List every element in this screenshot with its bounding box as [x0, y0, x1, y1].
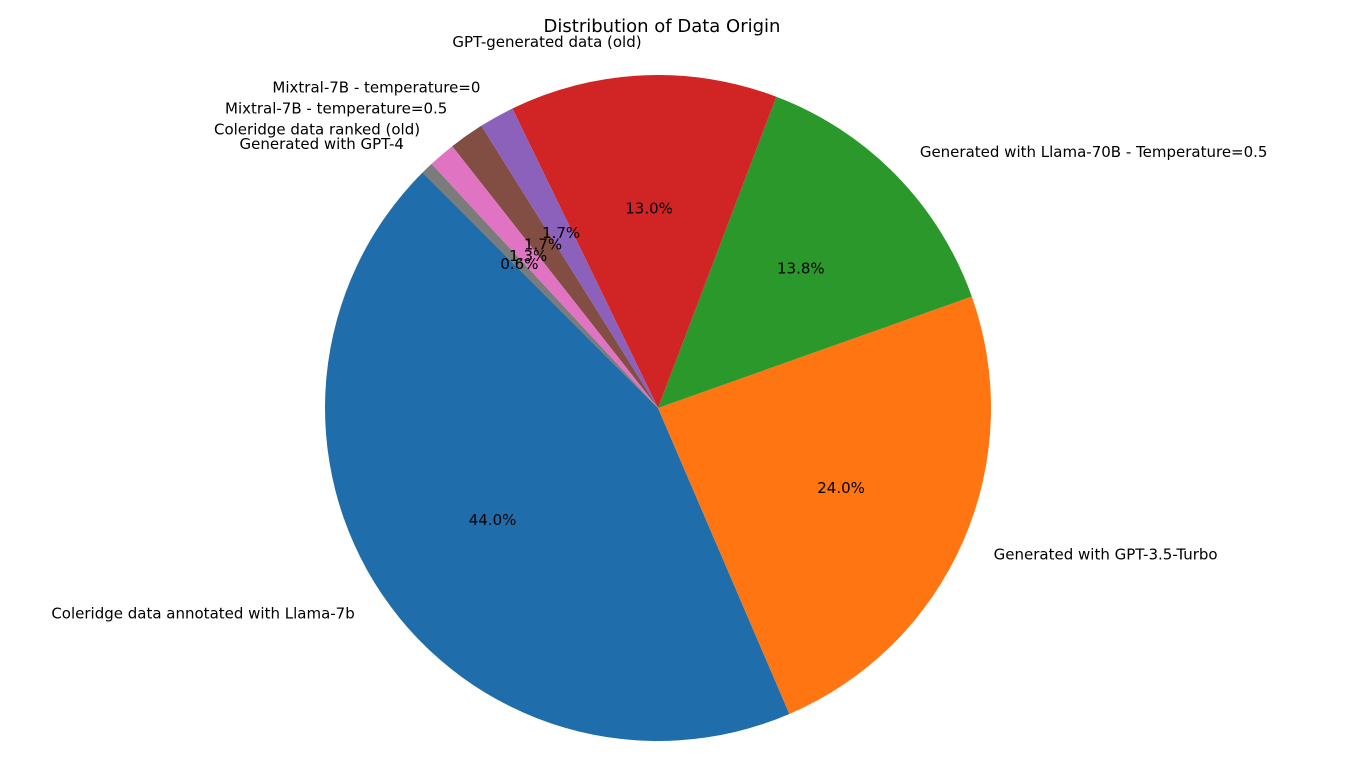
pie-slice [512, 74, 777, 408]
pie-slice [481, 108, 658, 408]
slice-label: Generated with GPT-3.5-Turbo [994, 546, 1218, 564]
slice-percent-label: 1.7% [524, 236, 562, 254]
slice-percent-label: 1.3% [509, 247, 547, 265]
slice-label: Mixtral-7B - temperature=0.5 [225, 99, 447, 117]
slice-percent-label: 13.8% [777, 259, 825, 277]
pie-slice [658, 296, 992, 714]
chart-title: Distribution of Data Origin [544, 16, 781, 37]
slice-percent-label: 44.0% [469, 511, 517, 529]
slice-percent-label: 13.0% [625, 199, 673, 217]
slice-label: Generated with GPT-4 [240, 135, 404, 153]
pie-slice [422, 163, 658, 408]
pie-slice [658, 96, 972, 409]
pie-slices [325, 74, 992, 741]
slice-percent-label: 24.0% [817, 479, 865, 497]
pie-slice [452, 125, 658, 408]
percent-labels: 44.0%24.0%13.8%13.0%1.7%1.7%1.3%0.6% [469, 199, 865, 529]
slice-label: GPT-generated data (old) [452, 33, 641, 51]
slice-label: Generated with Llama-70B - Temperature=0… [920, 143, 1268, 161]
slice-labels: Coleridge data annotated with Llama-7b Ge… [51, 33, 1267, 622]
slice-label: Coleridge data ranked (old) [214, 120, 420, 138]
pie-slice [325, 172, 790, 741]
slice-label: Coleridge data annotated with Llama-7b [51, 604, 354, 622]
slice-percent-label: 0.6% [500, 255, 538, 273]
slice-percent-label: 1.7% [542, 224, 580, 242]
pie-slice [431, 146, 658, 408]
slice-label: Mixtral-7B - temperature=0 [272, 79, 480, 97]
